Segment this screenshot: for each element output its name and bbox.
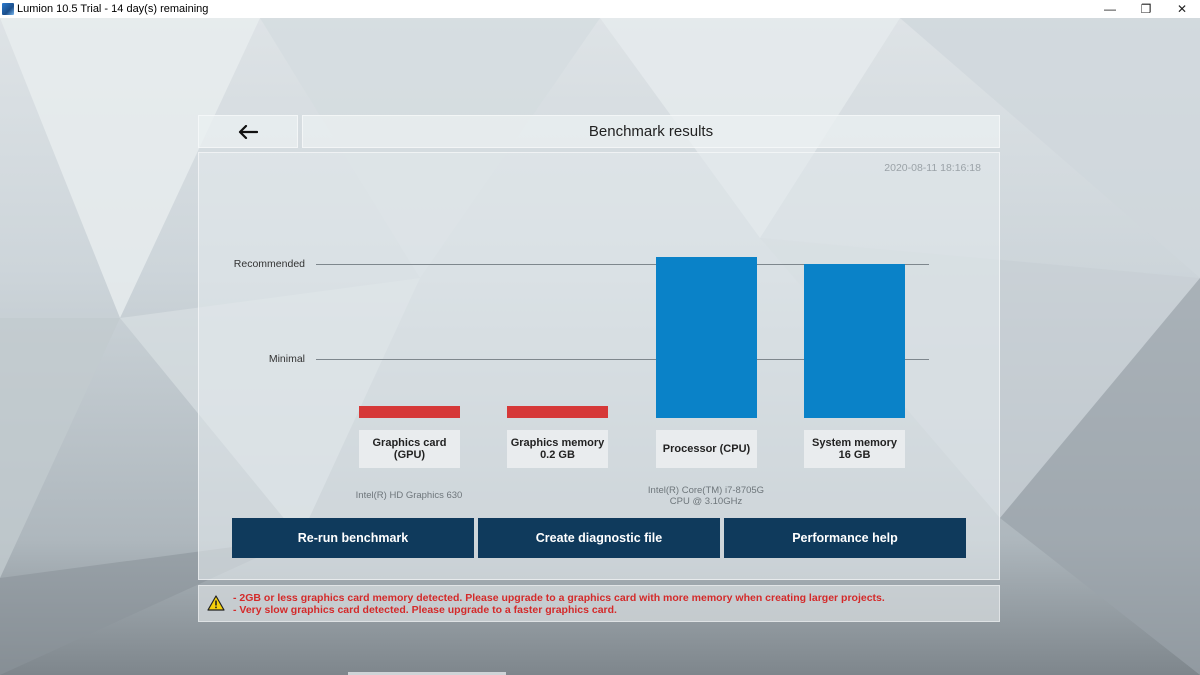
recommended-line <box>316 264 929 265</box>
close-button[interactable]: ✕ <box>1176 2 1188 16</box>
category-gpu-memory: Graphics memory 0.2 GB <box>507 430 608 468</box>
category-title: Graphics memory <box>510 437 605 449</box>
gpu-name: Intel(R) HD Graphics 630 <box>355 490 463 501</box>
category-title: Processor (CPU) <box>662 443 751 455</box>
window-title: Lumion 10.5 Trial - 14 day(s) remaining <box>17 3 209 15</box>
warning-panel: - 2GB or less graphics card memory detec… <box>198 585 1000 622</box>
warning-message-gpu: - Very slow graphics card detected. Plea… <box>233 604 617 616</box>
category-cpu: Processor (CPU) <box>656 430 757 468</box>
warning-triangle-icon <box>207 595 225 611</box>
minimize-button[interactable]: — <box>1104 2 1116 16</box>
window-titlebar: Lumion 10.5 Trial - 14 day(s) remaining … <box>0 0 1200 18</box>
performance-help-button[interactable]: Performance help <box>724 518 966 558</box>
category-value: 16 GB <box>838 449 871 461</box>
taskbar-fragment <box>348 672 506 675</box>
cpu-speed: CPU @ 3.10GHz <box>669 496 743 507</box>
category-system-memory: System memory 16 GB <box>804 430 905 468</box>
gpu-hardware-info: Intel(R) HD Graphics 630 <box>329 490 489 501</box>
page-title: Benchmark results <box>302 115 1000 148</box>
warning-message-memory: - 2GB or less graphics card memory detec… <box>233 592 885 604</box>
benchmark-results-panel: 2020-08-11 18:16:18 Recommended Minimal … <box>198 152 1000 580</box>
back-button[interactable] <box>198 115 298 148</box>
category-value: 0.2 GB <box>540 449 575 461</box>
restore-button[interactable]: ❐ <box>1140 2 1152 16</box>
cpu-hardware-info: Intel(R) Core(TM) i7-8705G CPU @ 3.10GHz <box>626 485 786 507</box>
warning-messages: - 2GB or less graphics card memory detec… <box>233 592 885 616</box>
cpu-score-bar <box>656 257 757 418</box>
create-diagnostic-file-button[interactable]: Create diagnostic file <box>478 518 720 558</box>
benchmark-timestamp: 2020-08-11 18:16:18 <box>884 162 981 174</box>
category-value: (GPU) <box>393 449 426 461</box>
gpu-memory-score-bar <box>507 406 608 418</box>
category-title: System memory <box>812 437 897 449</box>
category-gpu: Graphics card (GPU) <box>359 430 460 468</box>
system-memory-score-bar <box>804 264 905 418</box>
category-title: Graphics card <box>372 437 447 449</box>
rerun-benchmark-button[interactable]: Re-run benchmark <box>232 518 474 558</box>
lumion-app-icon <box>2 3 14 15</box>
minimal-label: Minimal <box>268 353 305 365</box>
gpu-score-bar <box>359 406 460 418</box>
left-arrow-icon <box>238 124 258 139</box>
cpu-name: Intel(R) Core(TM) i7-8705G <box>647 485 765 496</box>
window-controls: — ❐ ✕ <box>1092 0 1200 18</box>
minimal-line <box>316 359 929 360</box>
recommended-label: Recommended <box>233 258 305 270</box>
